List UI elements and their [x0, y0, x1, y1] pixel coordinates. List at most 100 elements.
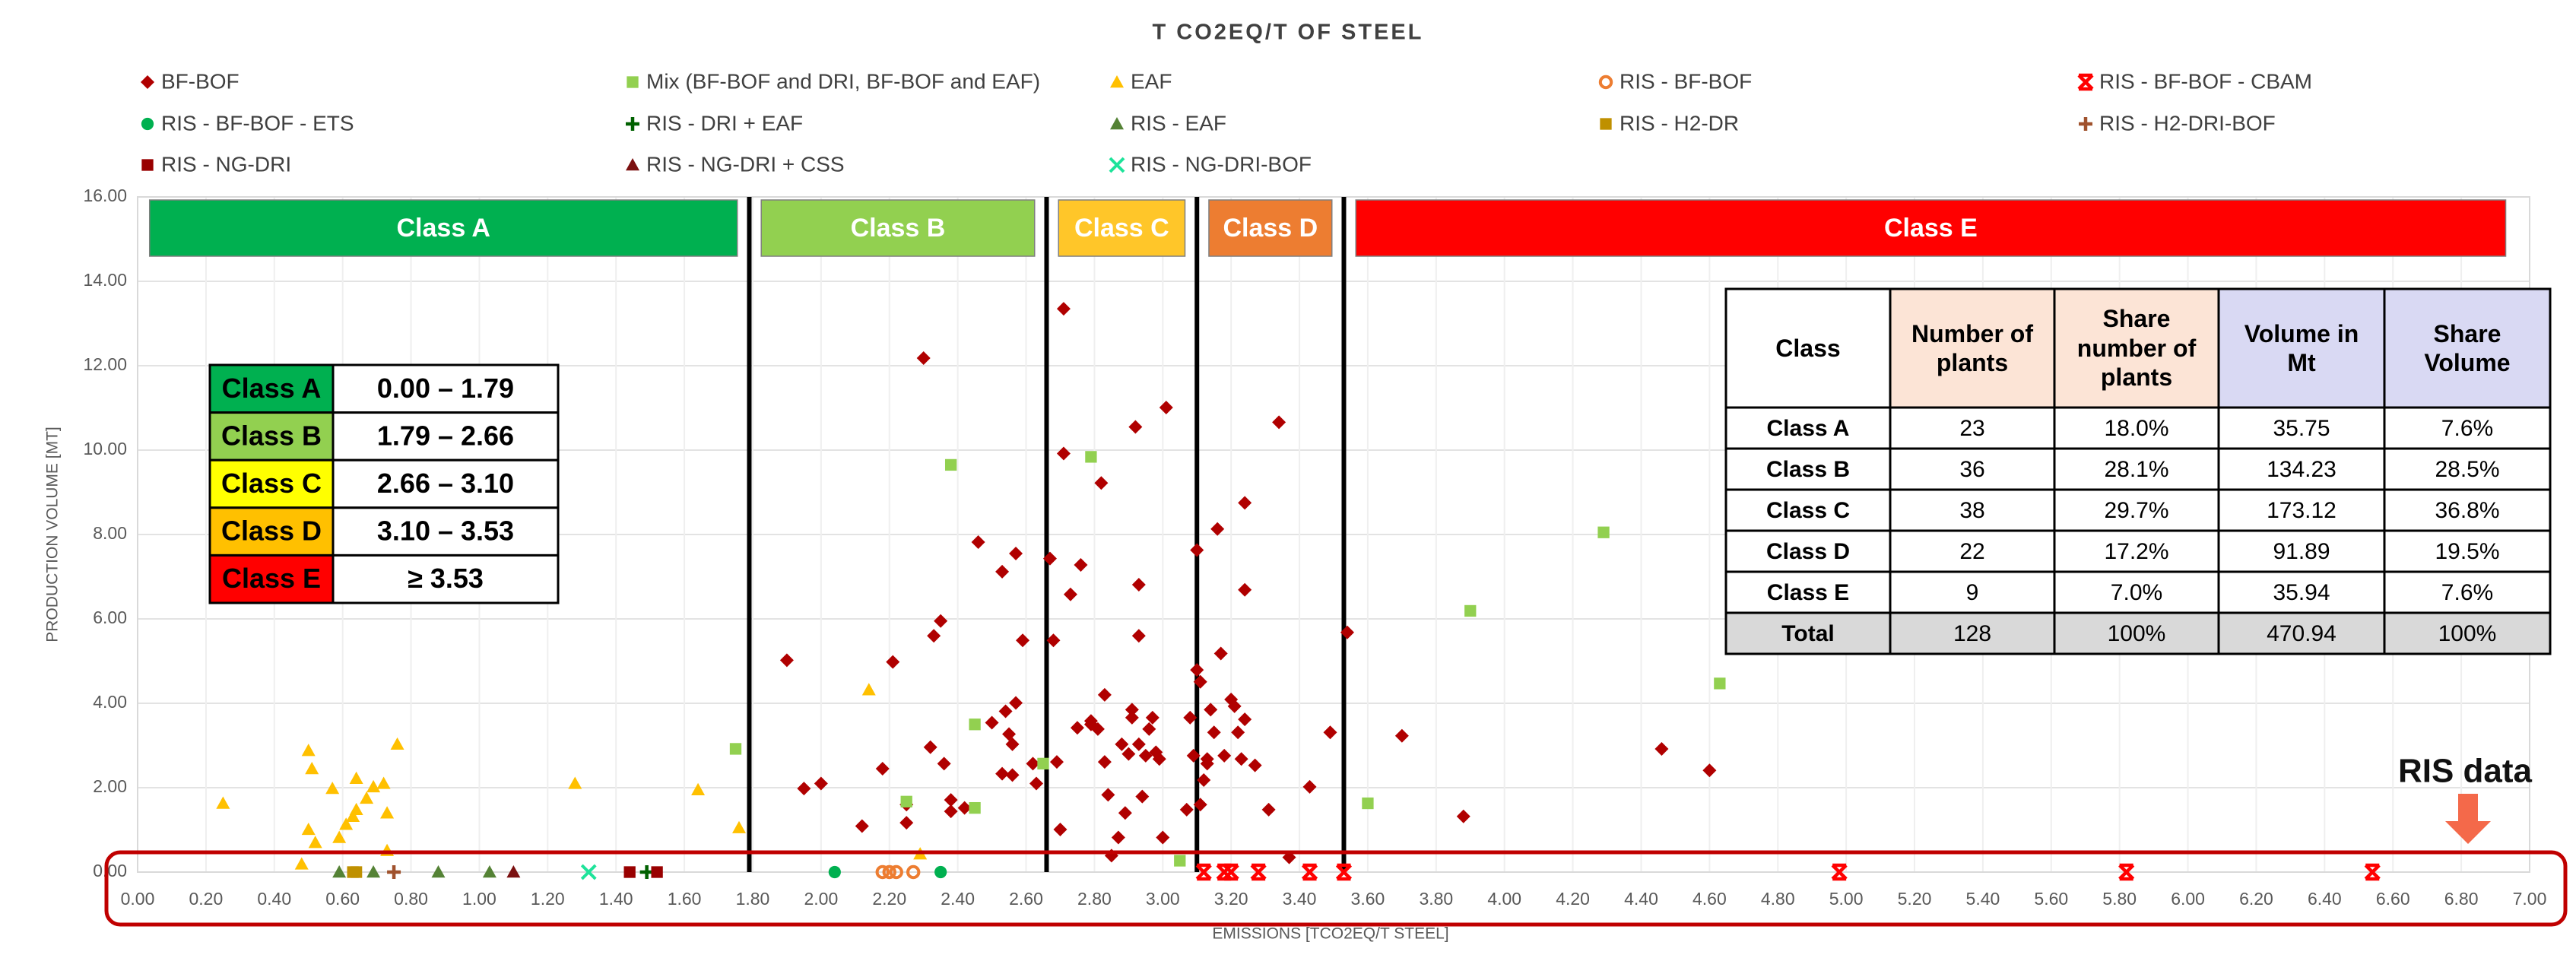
x-tick-label: 3.60 [1351, 889, 1385, 909]
data-point [1125, 703, 1139, 717]
legend-marker [627, 76, 639, 88]
data-point [1261, 802, 1276, 817]
x-tick-label: 5.80 [2102, 889, 2137, 909]
y-tick-label: 16.00 [83, 186, 127, 205]
x-tick-label: 2.20 [872, 889, 906, 909]
x-tick-label: 0.20 [189, 889, 224, 909]
x-tick-label: 1.60 [668, 889, 702, 909]
legend-marker [1109, 157, 1125, 173]
table-cell [1724, 447, 1892, 491]
data-point [1186, 748, 1201, 763]
data-point [937, 757, 951, 771]
data-point [1135, 789, 1150, 804]
x-tick-label: 4.20 [1556, 889, 1590, 909]
table-cell [2217, 611, 2386, 655]
data-point [380, 806, 395, 819]
table-cell-text: 28.1% [2104, 457, 2168, 482]
data-point [1190, 543, 1204, 557]
data-point [1231, 725, 1245, 740]
class-name: Class A [222, 373, 322, 404]
data-point [1272, 415, 1286, 430]
x-tick-label: 0.00 [121, 889, 155, 909]
x-tick-label: 1.40 [599, 889, 633, 909]
x-tick-label: 4.40 [1624, 889, 1658, 909]
table-cell-text: Class D [1766, 539, 1850, 564]
data-point [1301, 863, 1318, 881]
data-point [366, 865, 381, 878]
class-band [760, 199, 1036, 257]
legend-marker [2079, 117, 2092, 131]
data-point [308, 836, 322, 849]
table-cell-text: 470.94 [2267, 621, 2336, 646]
y-tick-label: 8.00 [93, 523, 127, 543]
x-tick-label: 5.00 [1829, 889, 1864, 909]
data-point [969, 718, 981, 731]
data-point [366, 779, 381, 793]
legend-label: RIS - H2-DR [1620, 111, 1739, 135]
legend-label: RIS - BF-BOF - ETS [161, 111, 354, 135]
y-tick-label: 4.00 [93, 692, 127, 712]
y-tick-label: 6.00 [93, 607, 127, 627]
data-point [1223, 863, 1239, 881]
data-point [1063, 587, 1077, 601]
legend-label: RIS - BF-BOF [1620, 69, 1752, 93]
legend-label: RIS - EAF [1131, 111, 1226, 135]
data-point [1216, 863, 1232, 881]
y-tick-label: 12.00 [83, 354, 127, 374]
x-tick-label: 6.80 [2444, 889, 2479, 909]
y-tick-label: 14.00 [83, 270, 127, 290]
data-point [1362, 797, 1374, 810]
data-point [1238, 496, 1252, 510]
legend-label: RIS - NG-DRI-BOF [1131, 152, 1312, 176]
data-point [1128, 420, 1143, 434]
legend-label: BF-BOF [161, 69, 240, 93]
table-cell-text: 128 [1953, 621, 1991, 646]
data-point [1213, 646, 1228, 661]
data-point [1042, 551, 1057, 566]
data-point [1340, 625, 1354, 639]
data-point [779, 653, 794, 668]
x-tick-label: 6.40 [2308, 889, 2342, 909]
table-cell-text: 23 [1959, 416, 1984, 441]
class-range: 3.10 – 3.53 [377, 515, 514, 547]
data-point [305, 762, 319, 775]
data-point [998, 704, 1013, 718]
table-cell [2383, 529, 2552, 573]
data-point [431, 865, 446, 878]
data-point [1179, 802, 1194, 817]
data-point [1083, 714, 1098, 728]
data-point [1101, 788, 1115, 802]
chart-title: T CO2EQ/T OF STEEL [1153, 21, 1424, 45]
legend-marker [626, 158, 639, 171]
x-tick-label: 2.00 [804, 889, 838, 909]
table-cell [2383, 406, 2552, 450]
x-tick-label: 1.80 [736, 889, 770, 909]
data-point [1238, 712, 1252, 727]
table-cell-text: Class A [1767, 416, 1850, 441]
data-point [729, 743, 742, 755]
data-point [349, 802, 363, 816]
data-point [944, 793, 958, 807]
table-cell-text: 91.89 [2273, 539, 2330, 564]
table-cell [2053, 447, 2220, 491]
class-band [1058, 199, 1186, 257]
data-point [506, 865, 521, 878]
x-tick-label: 5.20 [1898, 889, 1932, 909]
data-point [332, 830, 347, 843]
data-point [1142, 722, 1156, 736]
data-point [1115, 737, 1129, 751]
data-point [1190, 663, 1204, 677]
table-cell-text: 22 [1959, 539, 1984, 564]
data-point [1145, 710, 1160, 725]
legend-marker [141, 117, 154, 131]
table-cell-text: 38 [1959, 498, 1984, 523]
data-point [651, 866, 663, 878]
class-range: 1.79 – 2.66 [377, 420, 514, 451]
data-point [985, 715, 999, 730]
data-point [1046, 633, 1061, 648]
x-tick-label: 3.80 [1419, 889, 1453, 909]
legend-marker [1598, 75, 1613, 90]
legend-marker [1110, 117, 1124, 130]
data-point [1131, 629, 1146, 643]
